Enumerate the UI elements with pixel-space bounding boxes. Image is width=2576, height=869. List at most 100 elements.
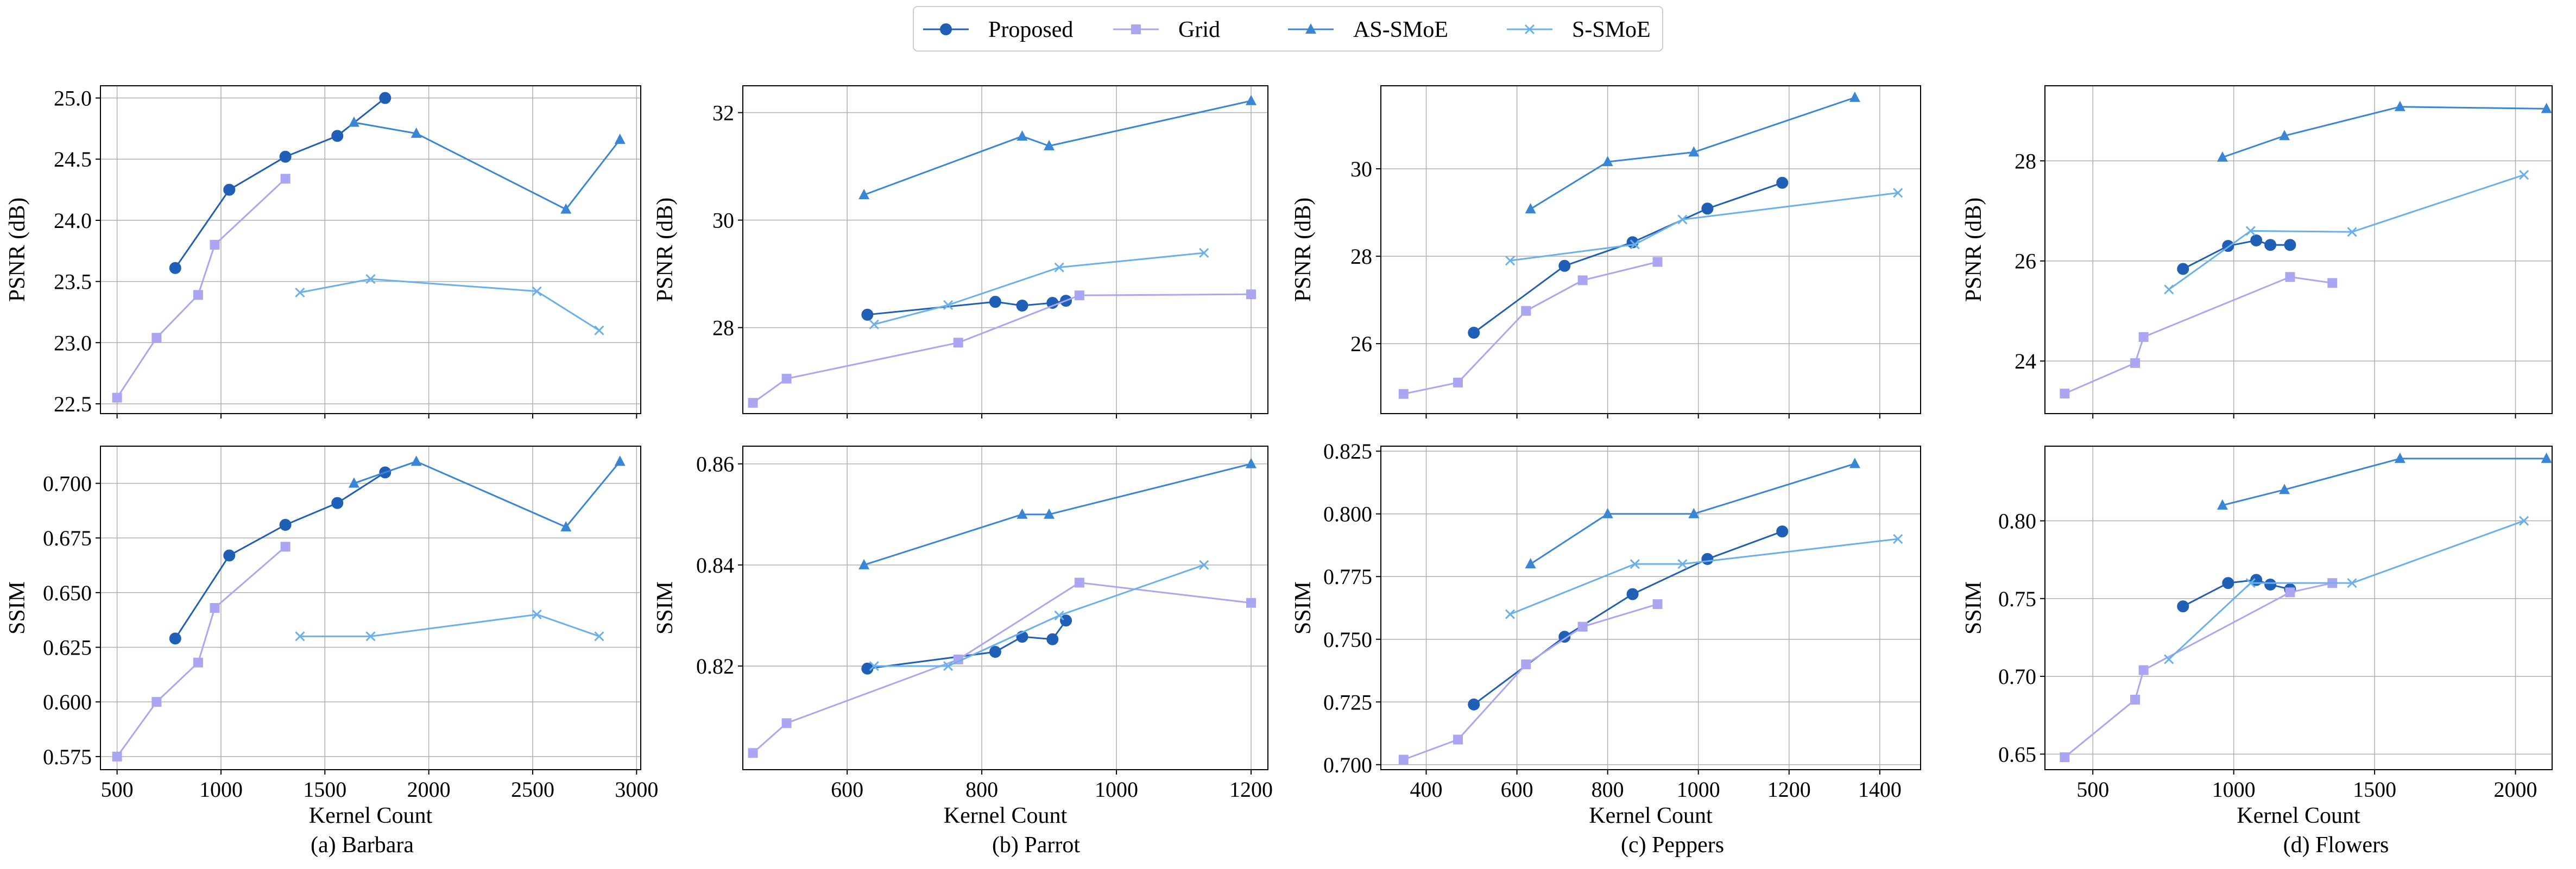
data-point-as-smoe xyxy=(1246,458,1257,468)
data-point-s-smoe xyxy=(532,286,542,296)
data-point-s-smoe xyxy=(594,325,604,335)
data-point-grid xyxy=(210,239,220,250)
x-axis-label: Kernel Count xyxy=(944,803,1068,828)
y-tick-label: 32 xyxy=(712,101,734,125)
data-point-proposed xyxy=(169,632,181,645)
data-point-grid xyxy=(1246,598,1257,608)
data-point-as-smoe xyxy=(2541,103,2552,113)
series-s-smoe xyxy=(1505,534,1903,619)
data-point-as-smoe xyxy=(858,559,870,569)
data-point-s-smoe xyxy=(1199,560,1209,570)
data-point-as-smoe xyxy=(348,116,359,127)
series-proposed xyxy=(169,466,392,645)
data-point-s-smoe xyxy=(1505,609,1516,619)
series-line-s-smoe xyxy=(2168,520,2524,660)
data-point-grid xyxy=(2130,358,2141,368)
y-tick-label: 0.675 xyxy=(43,526,92,550)
y-tick-label: 0.70 xyxy=(1998,664,2036,689)
series-line-s-smoe xyxy=(1510,538,1898,615)
data-point-grid xyxy=(2285,272,2295,282)
data-point-grid xyxy=(1074,578,1084,588)
x-tick-label: 1000 xyxy=(199,777,243,802)
series-line-s-smoe xyxy=(874,252,1204,326)
y-tick-label: 0.700 xyxy=(43,471,92,496)
y-tick-label: 0.750 xyxy=(1323,627,1372,652)
data-point-s-smoe xyxy=(1893,188,1903,198)
data-point-as-smoe xyxy=(1044,139,1055,150)
y-tick-label: 0.775 xyxy=(1323,564,1372,589)
series-grid xyxy=(112,174,291,403)
data-point-proposed xyxy=(331,130,344,142)
data-point-grid xyxy=(781,373,792,384)
data-point-as-smoe xyxy=(1688,508,1700,518)
data-point-proposed xyxy=(1468,327,1480,339)
data-point-as-smoe xyxy=(1016,508,1028,519)
series-line-s-smoe xyxy=(300,278,600,332)
data-point-as-smoe xyxy=(560,203,572,214)
series-grid xyxy=(1398,257,1663,399)
y-tick-label: 25.0 xyxy=(54,86,92,111)
y-tick-label: 28 xyxy=(1350,244,1372,269)
x-axis-label: Kernel Count xyxy=(1589,803,1713,828)
y-tick-label: 30 xyxy=(1350,157,1372,181)
series-line-as-smoe xyxy=(1530,97,1855,210)
data-point-s-smoe xyxy=(869,661,879,671)
x-tick-label: 2000 xyxy=(2494,777,2537,802)
data-point-s-smoe xyxy=(295,631,305,642)
y-tick-label: 23.0 xyxy=(54,331,92,355)
y-tick-label: 0.600 xyxy=(43,690,92,714)
x-tick-label: 800 xyxy=(965,777,998,802)
data-point-s-smoe xyxy=(1199,248,1209,258)
y-tick-label: 0.84 xyxy=(696,553,734,578)
data-point-grid xyxy=(748,398,758,408)
y-tick-label: 30 xyxy=(712,208,734,233)
series-s-smoe xyxy=(1505,188,1903,266)
data-point-s-smoe xyxy=(1054,610,1064,621)
data-point-proposed xyxy=(2177,600,2189,613)
data-point-as-smoe xyxy=(1246,94,1257,105)
data-point-as-smoe xyxy=(1525,203,1536,214)
y-tick-label: 0.575 xyxy=(43,745,92,769)
series-line-grid xyxy=(116,546,286,757)
data-point-as-smoe xyxy=(411,455,422,466)
y-axis-label: PSNR (dB) xyxy=(5,198,30,302)
data-point-s-smoe xyxy=(1630,239,1640,250)
data-point-grid xyxy=(1398,754,1409,765)
series-line-grid xyxy=(116,178,286,398)
legend-marker-grid xyxy=(1131,24,1141,34)
data-point-as-smoe xyxy=(1525,558,1536,569)
data-point-grid xyxy=(1521,306,1531,316)
series-as-smoe xyxy=(858,458,1257,569)
data-point-grid xyxy=(2138,665,2149,675)
series-s-smoe xyxy=(869,560,1209,671)
data-point-proposed xyxy=(379,92,392,104)
data-point-s-smoe xyxy=(365,631,376,642)
x-axis-label: Kernel Count xyxy=(309,803,433,828)
caption-barbara: (a) Barbara xyxy=(311,833,414,858)
series-grid xyxy=(112,542,291,762)
series-grid xyxy=(2060,578,2338,763)
y-axis-label: PSNR (dB) xyxy=(653,198,678,302)
series-line-grid xyxy=(1403,261,1658,395)
y-tick-label: 0.82 xyxy=(696,654,734,678)
series-as-smoe xyxy=(348,455,626,531)
legend-entry-proposed: Proposed xyxy=(923,17,1073,42)
data-point-as-smoe xyxy=(411,127,422,138)
plot-frame xyxy=(2044,85,2553,414)
series-line-proposed xyxy=(174,472,386,639)
x-tick-label: 600 xyxy=(1501,777,1533,802)
series-proposed xyxy=(2177,574,2296,613)
data-point-grid xyxy=(210,603,220,613)
data-point-as-smoe xyxy=(614,455,626,466)
y-tick-label: 0.625 xyxy=(43,635,92,659)
series-line-s-smoe xyxy=(1510,192,1898,262)
y-tick-label: 28 xyxy=(2015,149,2036,173)
data-point-s-smoe xyxy=(1677,214,1688,225)
series-line-grid xyxy=(2064,582,2333,758)
data-point-grid xyxy=(2285,587,2295,598)
series-grid xyxy=(2060,272,2338,399)
data-point-proposed xyxy=(331,497,344,509)
data-point-s-smoe xyxy=(1505,256,1516,266)
data-point-grid xyxy=(112,392,122,403)
data-point-s-smoe xyxy=(943,300,954,310)
